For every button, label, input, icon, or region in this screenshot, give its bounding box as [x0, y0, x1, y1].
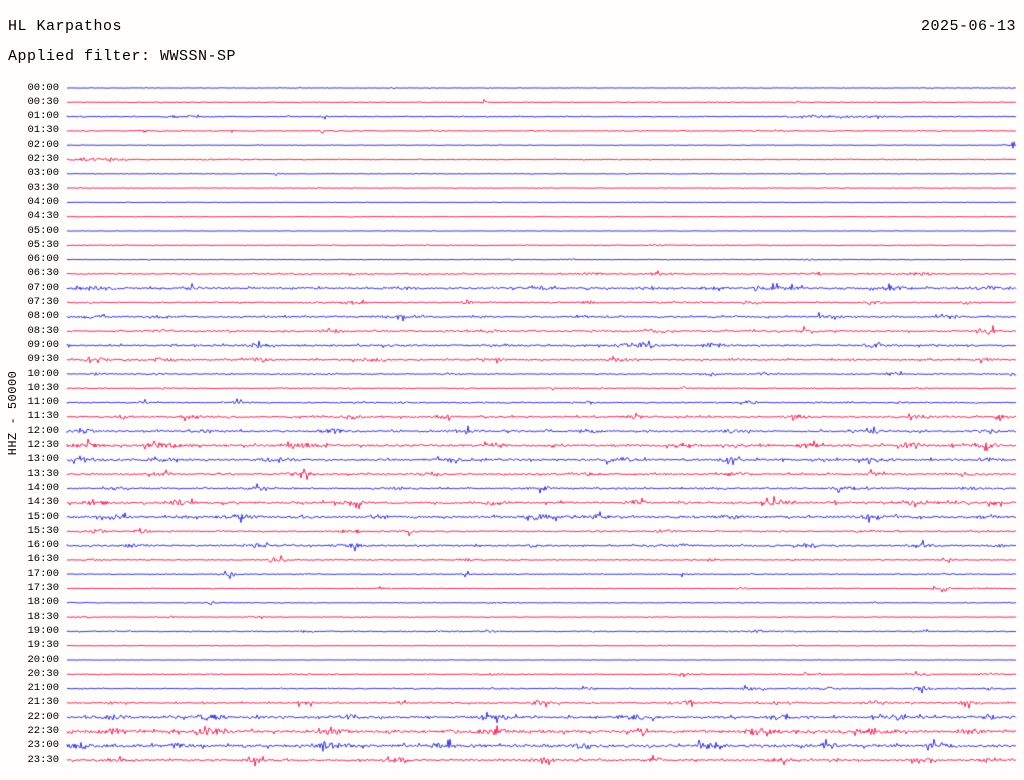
time-label: 08:00	[27, 310, 59, 323]
time-label: 21:00	[27, 682, 59, 695]
time-label: 05:00	[27, 224, 59, 237]
time-label: 02:00	[27, 138, 59, 151]
time-label: 23:30	[27, 753, 59, 766]
time-label: 12:00	[27, 424, 59, 437]
time-label: 16:30	[27, 553, 59, 566]
time-label: 00:00	[27, 81, 59, 94]
time-label: 23:00	[27, 739, 59, 752]
time-label: 11:00	[27, 396, 59, 409]
time-label: 04:30	[27, 210, 59, 223]
time-label: 15:00	[27, 510, 59, 523]
time-label: 14:30	[27, 496, 59, 509]
time-label: 10:00	[27, 367, 59, 380]
time-label: 20:00	[27, 653, 59, 666]
time-label: 09:00	[27, 338, 59, 351]
time-label: 13:00	[27, 453, 59, 466]
time-label: 19:00	[27, 624, 59, 637]
time-label: 01:30	[27, 124, 59, 137]
time-label: 01:00	[27, 110, 59, 123]
time-label: 08:30	[27, 324, 59, 337]
time-label: 19:30	[27, 639, 59, 652]
time-label: 06:30	[27, 267, 59, 280]
time-label: 06:00	[27, 253, 59, 266]
time-label: 15:30	[27, 524, 59, 537]
time-label: 03:30	[27, 181, 59, 194]
time-label: 21:30	[27, 696, 59, 709]
time-label: 09:30	[27, 353, 59, 366]
time-label: 17:00	[27, 567, 59, 580]
time-label: 05:30	[27, 238, 59, 251]
time-label: 07:30	[27, 296, 59, 308]
time-label: 11:30	[27, 410, 59, 423]
time-label: 18:00	[27, 596, 59, 609]
time-label: 12:30	[27, 439, 59, 451]
time-label: 22:30	[27, 725, 59, 737]
time-label: 20:30	[27, 667, 59, 680]
time-label: 10:30	[27, 381, 59, 394]
time-label: 16:00	[27, 539, 59, 552]
time-label: 07:00	[27, 281, 59, 294]
time-label: 14:00	[27, 481, 59, 494]
time-label: 18:30	[27, 610, 59, 623]
time-label: 04:00	[27, 195, 59, 208]
time-label: 00:30	[27, 95, 59, 108]
time-label: 03:00	[27, 167, 59, 180]
time-label: 02:30	[27, 153, 59, 165]
time-label: 22:00	[27, 710, 59, 723]
time-label: 13:30	[27, 467, 59, 480]
time-label: 17:30	[27, 582, 59, 594]
